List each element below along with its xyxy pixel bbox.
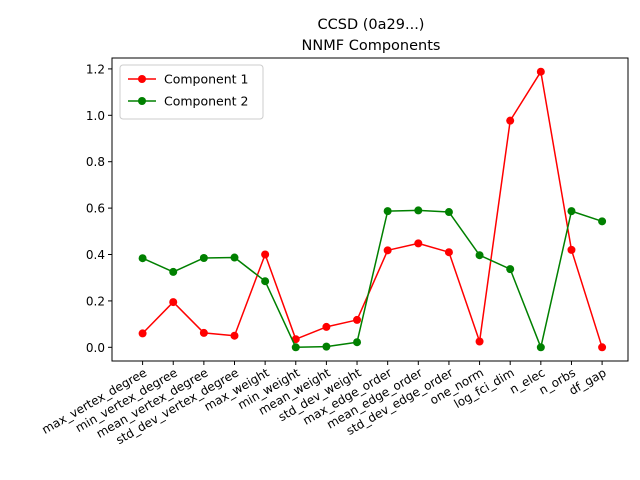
- data-point: [169, 298, 178, 307]
- y-tick-label: 0.4: [86, 248, 105, 262]
- axes-frame: [111, 57, 629, 362]
- data-point: [230, 331, 239, 340]
- data-point: [475, 337, 484, 346]
- data-point: [414, 239, 423, 248]
- data-point: [536, 343, 545, 352]
- data-point: [322, 322, 331, 331]
- legend-marker: [138, 97, 146, 105]
- data-point: [506, 265, 515, 274]
- data-point: [138, 254, 147, 263]
- data-point: [353, 315, 362, 324]
- data-point: [291, 335, 300, 344]
- legend-marker: [138, 75, 146, 83]
- chart-title: CCSD (0a29...): [318, 17, 425, 33]
- y-tick-label: 1.2: [86, 62, 105, 76]
- chart-subtitle: NNMF Components: [302, 38, 441, 54]
- data-point: [322, 342, 331, 351]
- data-point: [567, 245, 576, 254]
- y-tick-label: 0.8: [86, 155, 105, 169]
- data-point: [383, 246, 392, 255]
- data-point: [199, 328, 208, 337]
- data-point: [444, 208, 453, 217]
- series-line: [142, 70, 603, 348]
- data-point: [414, 206, 423, 215]
- data-point: [230, 253, 239, 262]
- data-point: [353, 338, 362, 347]
- legend-label: Component 2: [164, 94, 249, 109]
- data-point: [475, 251, 484, 260]
- data-point: [506, 116, 515, 125]
- legend-label: Component 1: [164, 72, 249, 87]
- data-point: [261, 277, 270, 286]
- y-tick-label: 0.2: [86, 294, 105, 308]
- data-point: [598, 217, 607, 226]
- y-tick-label: 0.6: [86, 202, 105, 216]
- data-point: [169, 267, 178, 276]
- data-point: [383, 207, 392, 216]
- series-line: [142, 209, 603, 349]
- data-point: [598, 343, 607, 352]
- y-tick-label: 1.0: [86, 109, 105, 123]
- data-point: [138, 329, 147, 338]
- y-tick-label: 0.0: [86, 341, 105, 355]
- data-point: [291, 343, 300, 352]
- data-point: [261, 250, 270, 259]
- data-point: [199, 253, 208, 262]
- data-point: [567, 207, 576, 216]
- data-point: [444, 248, 453, 257]
- data-point: [536, 67, 545, 76]
